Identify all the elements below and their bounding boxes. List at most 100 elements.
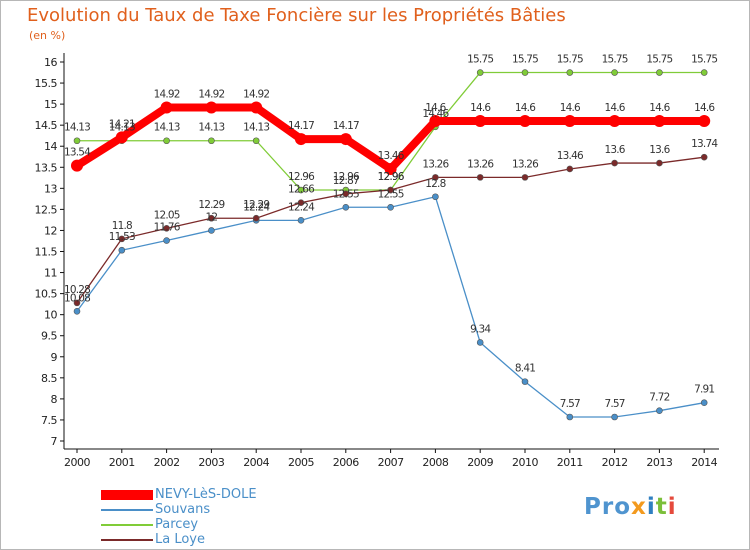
data-point-souvans — [656, 407, 663, 414]
proxiti-logo: Proxiti — [584, 494, 677, 520]
data-label-souvans: 7.57 — [560, 398, 580, 410]
data-point-souvans — [476, 339, 484, 346]
data-label-nevy: 14.6 — [605, 102, 626, 114]
data-label-nevy: 14.92 — [198, 88, 224, 100]
legend-item-souvans: Souvans — [101, 502, 257, 517]
data-label-la-loye: 12.87 — [333, 175, 359, 187]
data-point-la-loye — [297, 199, 305, 206]
data-label-parcey: 12.96 — [333, 171, 360, 183]
data-point-souvans — [342, 203, 350, 211]
data-label-la-loye: 11.8 — [112, 220, 132, 232]
y-tick-label: 8.5 — [41, 372, 57, 385]
legend-label-souvans: Souvans — [155, 502, 211, 517]
legend-label-la-loye: La Loye — [155, 532, 206, 547]
data-point-parcey — [700, 69, 708, 76]
data-label-parcey: 15.75 — [646, 54, 672, 66]
data-label-la-loye: 12.29 — [243, 199, 269, 211]
data-label-nevy: 14.6 — [425, 102, 446, 114]
data-point-souvans — [73, 307, 81, 315]
data-point-la-loye — [566, 165, 574, 173]
data-label-la-loye: 12.66 — [288, 184, 315, 196]
y-tick-label: 10 — [44, 309, 57, 322]
y-tick-label: 8 — [51, 393, 58, 406]
data-point-la-loye — [656, 159, 663, 167]
y-tick-label: 12.5 — [35, 203, 58, 216]
legend-label-parcey: Parcey — [155, 517, 199, 532]
data-label-la-loye: 13.26 — [467, 158, 494, 170]
y-tick-label: 10.5 — [35, 288, 58, 301]
y-tick-label: 7.5 — [41, 414, 57, 427]
legend-label-nevy: NEVY-LèS-DOLE — [155, 487, 257, 502]
y-tick-label: 12 — [44, 224, 57, 237]
data-point-souvans — [566, 413, 574, 421]
data-label-souvans: 12 — [206, 211, 218, 223]
data-label-nevy: 14.6 — [470, 102, 491, 114]
data-point-nevy — [519, 114, 531, 127]
x-tick-label: 2010 — [512, 456, 538, 469]
data-label-parcey: 15.75 — [691, 54, 717, 66]
x-tick-label: 2001 — [109, 456, 135, 469]
data-label-nevy: 14.6 — [649, 102, 670, 114]
data-point-nevy — [563, 114, 576, 127]
data-label-la-loye: 13.74 — [691, 138, 718, 150]
data-label-souvans: 11.53 — [109, 231, 135, 243]
data-point-nevy — [250, 101, 263, 114]
y-tick-label: 15 — [44, 98, 57, 111]
data-label-parcey: 12.96 — [288, 171, 315, 183]
data-point-souvans — [432, 193, 439, 201]
data-label-souvans: 8.41 — [515, 363, 535, 375]
data-label-parcey: 14.13 — [64, 122, 90, 134]
data-label-nevy: 14.6 — [694, 102, 715, 114]
data-label-nevy: 14.17 — [288, 120, 314, 132]
x-tick-label: 2000 — [64, 456, 90, 469]
y-tick-label: 13 — [44, 182, 57, 195]
x-tick-label: 2014 — [691, 456, 717, 469]
data-label-parcey: 14.46 — [422, 108, 449, 120]
x-tick-label: 2009 — [467, 456, 493, 469]
data-point-souvans — [118, 246, 126, 254]
data-label-nevy: 13.54 — [64, 147, 91, 159]
data-point-nevy — [205, 101, 218, 114]
data-label-parcey: 15.75 — [512, 54, 538, 66]
data-point-la-loye — [73, 299, 81, 307]
data-label-souvans: 12.55 — [333, 188, 359, 200]
data-label-nevy: 13.46 — [378, 150, 405, 162]
data-label-souvans: 12.24 — [288, 201, 315, 213]
data-label-parcey: 15.75 — [557, 54, 583, 66]
data-point-la-loye — [387, 186, 394, 194]
y-tick-label: 7 — [51, 435, 58, 448]
data-point-la-loye — [611, 159, 618, 167]
data-point-la-loye — [476, 174, 484, 181]
data-point-parcey — [476, 69, 484, 76]
legend-item-la-loye: La Loye — [101, 532, 257, 547]
data-label-souvans: 11.76 — [154, 222, 181, 234]
data-label-parcey: 15.75 — [467, 54, 493, 66]
data-point-parcey — [163, 137, 170, 145]
data-point-la-loye — [208, 214, 215, 222]
x-tick-label: 2008 — [422, 456, 448, 469]
data-point-souvans — [611, 413, 618, 421]
data-label-la-loye: 13.6 — [605, 144, 626, 156]
data-label-la-loye: 12.05 — [154, 209, 180, 221]
data-label-souvans: 10.08 — [64, 292, 90, 304]
data-label-nevy: 14.6 — [515, 102, 536, 114]
data-point-nevy — [160, 101, 173, 114]
x-tick-label: 2005 — [288, 456, 314, 469]
data-point-la-loye — [252, 214, 260, 222]
chart-title: Evolution du Taux de Taxe Foncière sur l… — [27, 5, 566, 26]
data-point-parcey — [566, 69, 574, 76]
data-point-parcey — [521, 69, 529, 76]
data-label-souvans: 12.24 — [243, 201, 270, 213]
data-label-nevy: 14.17 — [333, 120, 359, 132]
data-point-nevy — [339, 133, 352, 146]
y-tick-label: 9.5 — [41, 330, 57, 343]
data-label-souvans: 9.34 — [470, 323, 491, 335]
chart-legend: NEVY-LèS-DOLE Souvans Parcey La Loye — [101, 487, 257, 547]
data-point-parcey — [611, 69, 618, 76]
data-point-souvans — [521, 378, 529, 385]
legend-item-nevy: NEVY-LèS-DOLE — [101, 487, 257, 502]
data-label-la-loye: 13.26 — [512, 158, 539, 170]
data-label-souvans: 7.72 — [649, 392, 669, 404]
